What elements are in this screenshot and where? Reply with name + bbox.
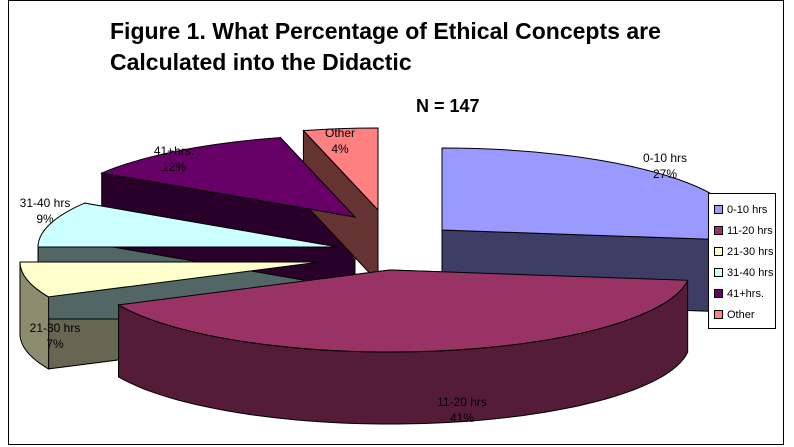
legend-swatch [714,268,723,277]
pie-slice-31-40-hrs [37,202,339,248]
legend-label: 31-40 hrs [727,266,774,279]
legend-item: Other [714,304,775,325]
pie-slice-0-10-hrs [441,147,743,241]
slice-label: 11-20 hrs 41% [437,395,487,425]
pie-slice-21-30-hrs [19,261,321,298]
pie-slice-11-20-hrs [117,269,689,353]
slice-label: 21-30 hrs 7% [30,321,81,351]
pie-slice-other [302,127,379,212]
slice-label: Other 4% [325,126,355,156]
legend-item: 21-30 hrs [714,241,775,262]
chart-subtitle: N = 147 [416,96,480,116]
legend-swatch [714,289,723,298]
legend-label: 41+hrs. [727,287,764,300]
slice-label: 41+hrs. 12% [154,144,194,174]
legend-item: 31-40 hrs [714,262,775,283]
legend-label: 11-20 hrs [727,224,773,237]
pie-slice-41-hrs [99,137,357,218]
legend-label: Other [727,308,755,321]
legend-item: 11-20 hrs [714,220,775,241]
slice-label: 31-40 hrs 9% [20,196,71,226]
legend-label: 21-30 hrs [727,245,774,258]
chart-title: Figure 1. What Percentage of Ethical Con… [110,18,661,75]
legend-swatch [714,310,723,319]
legend-item: 0-10 hrs [714,199,775,220]
legend-label: 0-10 hrs [727,203,768,216]
slice-label: 0-10 hrs 27% [643,151,687,181]
legend-swatch [714,205,723,214]
legend-swatch [714,226,723,235]
legend-item: 41+hrs. [714,283,775,304]
legend-swatch [714,247,723,256]
legend: 0-10 hrs 11-20 hrs 21-30 hrs 31-40 hrs 41+hr… [708,193,776,329]
